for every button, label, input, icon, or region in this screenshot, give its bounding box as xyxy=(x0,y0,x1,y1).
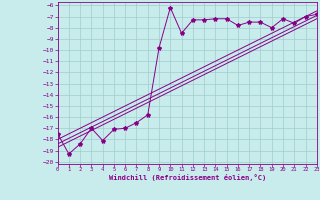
X-axis label: Windchill (Refroidissement éolien,°C): Windchill (Refroidissement éolien,°C) xyxy=(108,174,266,181)
